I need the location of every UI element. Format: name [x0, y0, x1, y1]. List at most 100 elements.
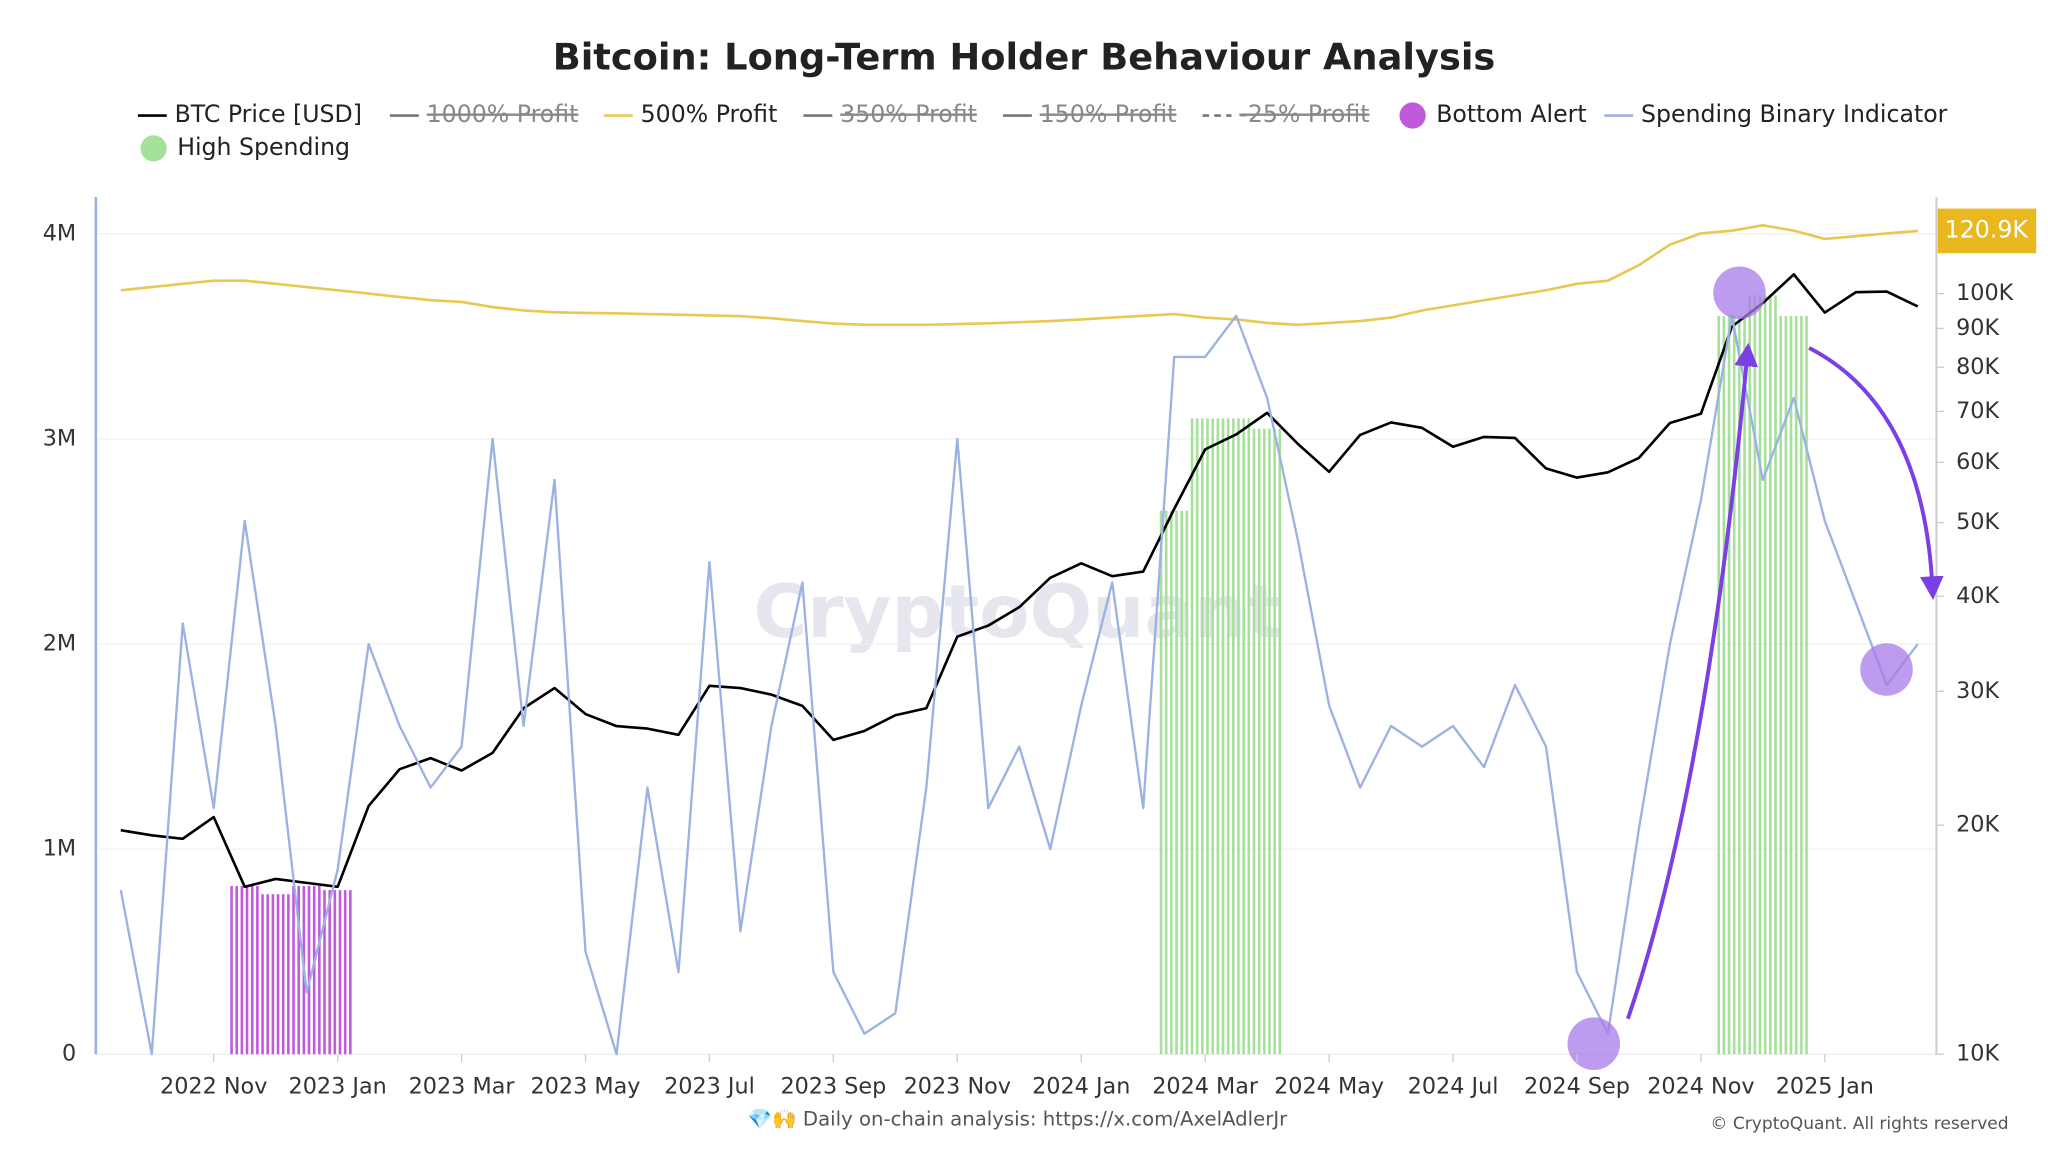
bar-stripe — [1774, 295, 1777, 1055]
series-line — [120, 223, 1918, 327]
bar-stripe — [1164, 510, 1168, 1055]
legend-label: Spending Binary Indicator — [1641, 100, 1948, 128]
x-tick-label: 2022 Nov — [160, 1074, 267, 1100]
spending-bar — [1717, 315, 1746, 1055]
bar-stripe — [1268, 428, 1271, 1055]
bar-stripe — [349, 890, 352, 1055]
bar-stripe — [1247, 418, 1251, 1055]
bar-stripe — [312, 886, 316, 1055]
highlight-circle — [1713, 266, 1766, 320]
series-line — [119, 314, 1919, 1056]
highlight-circle — [1567, 1017, 1621, 1070]
spending-bar — [1252, 428, 1282, 1055]
bar-stripe — [328, 890, 331, 1055]
bar-stripe — [1779, 315, 1782, 1055]
value-label: 120.9K — [1945, 215, 2029, 243]
y2-tick-label: 10K — [1956, 1041, 2000, 1067]
x-tick-label: 2024 May — [1274, 1074, 1384, 1100]
bar-stripe — [323, 890, 326, 1055]
legend-dot — [140, 135, 167, 162]
bar-stripe — [1180, 510, 1183, 1055]
bar-stripe — [1216, 418, 1220, 1055]
bar-stripe — [281, 894, 285, 1055]
bar-stripe — [1753, 295, 1757, 1055]
bar-stripe — [297, 886, 300, 1055]
bar-stripe — [1221, 418, 1225, 1055]
bar-stripe — [343, 890, 347, 1055]
bar-stripe — [235, 886, 239, 1055]
x-tick-label: 2024 Jul — [1408, 1074, 1499, 1100]
bar-stripe — [1743, 315, 1746, 1055]
bar-stripe — [1201, 418, 1204, 1055]
legend-label: Bottom Alert — [1436, 100, 1586, 128]
bar-stripe — [1769, 295, 1772, 1055]
highlight-circle — [1860, 643, 1913, 696]
x-tick-label: 2024 Sep — [1524, 1074, 1630, 1100]
y-tick-label: 0 — [62, 1041, 76, 1067]
series-line — [120, 273, 1919, 889]
y-tick-label: 1M — [43, 836, 76, 862]
bar-stripe — [307, 886, 311, 1055]
bar-stripe — [1175, 510, 1178, 1055]
bar-stripe — [1278, 428, 1282, 1055]
y2-tick-label: 60K — [1956, 449, 2000, 475]
y2-tick-label: 90K — [1956, 315, 2000, 341]
legend-label: -25% Profit — [1239, 100, 1369, 128]
legend-item: 350% Profit — [803, 100, 977, 128]
bar-stripe — [1717, 315, 1721, 1055]
bar-stripe — [1159, 510, 1163, 1055]
legend-label: High Spending — [177, 133, 350, 161]
y2-tick-label: 80K — [1956, 354, 2000, 380]
bar-stripe — [250, 886, 254, 1055]
bar-stripe — [292, 886, 295, 1055]
spending-bar — [1159, 510, 1189, 1055]
bar-stripe — [1748, 295, 1751, 1055]
y2-tick-label: 50K — [1956, 509, 2000, 535]
y-tick-label: 4M — [43, 220, 76, 246]
legend-item: Spending Binary Indicator — [1604, 100, 1948, 128]
bar-stripe — [1185, 510, 1189, 1055]
x-tick-label: 2023 Mar — [409, 1074, 516, 1100]
chart-title: Bitcoin: Long-Term Holder Behaviour Anal… — [553, 36, 1496, 79]
bar-stripe — [276, 894, 280, 1055]
spending-bar — [230, 886, 259, 1055]
x-tick-label: 2024 Mar — [1152, 1074, 1259, 1100]
bar-stripe — [1232, 418, 1235, 1055]
bar-stripe — [1252, 428, 1256, 1055]
bar-stripe — [1758, 295, 1762, 1055]
bar-stripe — [261, 894, 264, 1055]
legend-item: 1000% Profit — [389, 100, 579, 128]
spending-bar — [1779, 315, 1808, 1055]
bar-stripe — [1237, 418, 1240, 1055]
legend-label: 500% Profit — [641, 100, 778, 128]
y2-tick-label: 100K — [1956, 280, 2015, 306]
bar-stripe — [1190, 418, 1194, 1055]
y2-tick-label: 40K — [1956, 583, 2000, 609]
legend-label: 1000% Profit — [427, 100, 579, 128]
bar-stripe — [1206, 418, 1209, 1055]
bar-stripe — [1800, 315, 1803, 1055]
spending-bar — [261, 894, 290, 1055]
bar-stripe — [1763, 295, 1767, 1055]
bar-stripe — [1273, 428, 1276, 1055]
bar-stripe — [1727, 315, 1731, 1055]
legend-label: 350% Profit — [840, 100, 977, 128]
bar-stripe — [1263, 428, 1266, 1055]
legend-label: BTC Price [USD] — [175, 100, 362, 128]
legend-item: 150% Profit — [1002, 100, 1176, 128]
spending-bar — [1190, 418, 1220, 1055]
bar-stripe — [1722, 315, 1726, 1055]
bar-stripe — [1195, 418, 1199, 1055]
bar-stripe — [1789, 315, 1793, 1055]
bar-stripe — [266, 894, 269, 1055]
x-tick-label: 2023 Jul — [664, 1074, 755, 1100]
value-label-box — [1937, 208, 2037, 254]
plot-area — [97, 223, 1936, 1056]
bar-stripe — [1732, 315, 1736, 1055]
legend-item: 500% Profit — [603, 100, 778, 128]
bar-stripe — [1738, 315, 1741, 1055]
legend-item: High Spending — [140, 133, 350, 162]
bar-stripe — [245, 886, 249, 1055]
x-tick-label: 2025 Jan — [1776, 1074, 1874, 1100]
